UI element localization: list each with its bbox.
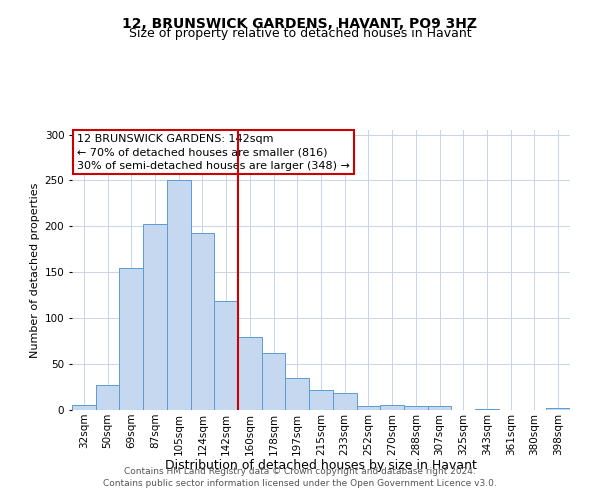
Bar: [238, 336, 262, 410]
Bar: [262, 353, 286, 410]
Text: 12 BRUNSWICK GARDENS: 142sqm
← 70% of detached houses are smaller (816)
30% of s: 12 BRUNSWICK GARDENS: 142sqm ← 70% of de…: [77, 134, 350, 170]
X-axis label: Distribution of detached houses by size in Havant: Distribution of detached houses by size …: [165, 459, 477, 472]
Bar: [143, 224, 167, 410]
Bar: [333, 392, 356, 410]
Text: Contains HM Land Registry data © Crown copyright and database right 2024.
Contai: Contains HM Land Registry data © Crown c…: [103, 466, 497, 487]
Bar: [428, 406, 451, 410]
Text: Size of property relative to detached houses in Havant: Size of property relative to detached ho…: [128, 28, 472, 40]
Bar: [404, 406, 428, 410]
Bar: [286, 378, 309, 410]
Bar: [167, 180, 191, 410]
Bar: [380, 406, 404, 410]
Bar: [309, 390, 333, 410]
Bar: [214, 301, 238, 410]
Bar: [475, 409, 499, 410]
Bar: [96, 385, 119, 410]
Bar: [119, 268, 143, 410]
Bar: [356, 406, 380, 410]
Bar: [72, 406, 96, 410]
Bar: [546, 408, 570, 410]
Y-axis label: Number of detached properties: Number of detached properties: [31, 182, 40, 358]
Bar: [191, 233, 214, 410]
Text: 12, BRUNSWICK GARDENS, HAVANT, PO9 3HZ: 12, BRUNSWICK GARDENS, HAVANT, PO9 3HZ: [122, 18, 478, 32]
